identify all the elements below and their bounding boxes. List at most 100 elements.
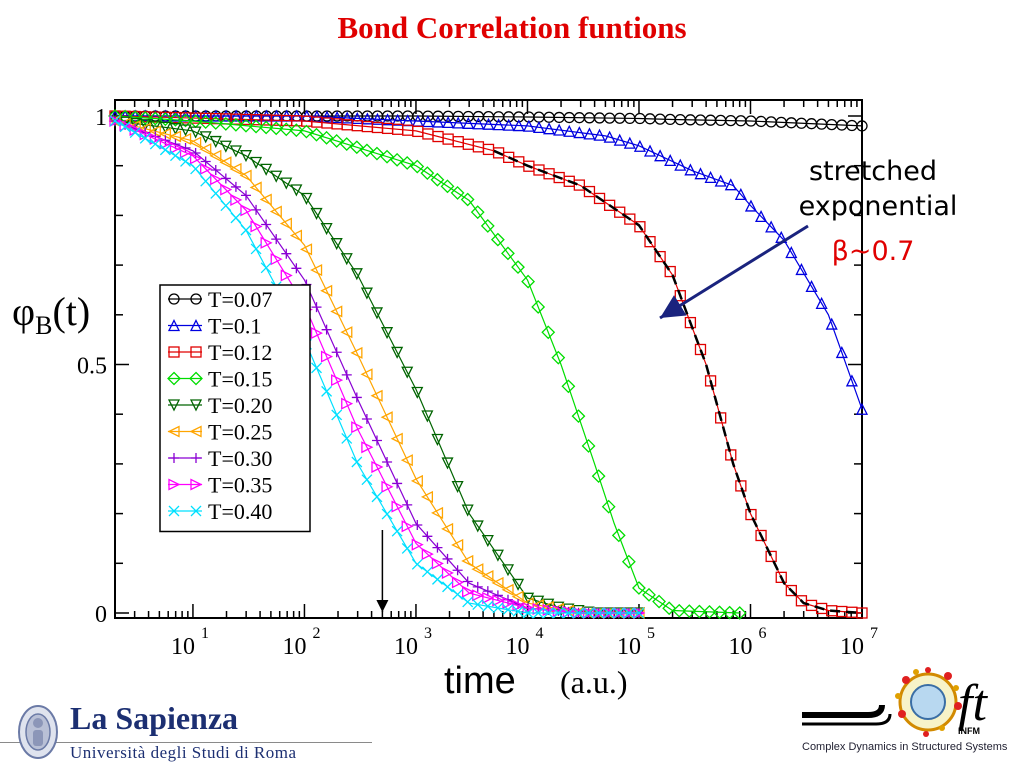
- data-point: [350, 346, 363, 359]
- data-point: [410, 474, 423, 487]
- data-point: [481, 535, 494, 548]
- data-point: [190, 505, 202, 517]
- data-point: [512, 605, 524, 617]
- data-point: [361, 441, 374, 454]
- data-point: [654, 250, 666, 263]
- legend-entry: T=0.07: [168, 287, 272, 312]
- legend-entry: T=0.12: [168, 340, 272, 365]
- x-tick-label: 10: [617, 634, 641, 660]
- data-point: [340, 253, 353, 266]
- fit-curve-layer: [493, 149, 863, 615]
- data-point: [472, 589, 485, 602]
- data-point: [230, 181, 241, 192]
- data-point: [350, 268, 363, 281]
- legend-entry: T=0.40: [168, 499, 272, 524]
- data-point: [169, 150, 181, 162]
- data-point: [682, 604, 697, 619]
- series-layer: [108, 109, 869, 620]
- data-point: [381, 480, 394, 493]
- x-tick-label-exponent: 7: [870, 625, 878, 642]
- data-point: [371, 112, 384, 125]
- data-point: [411, 558, 423, 570]
- data-point: [462, 585, 475, 598]
- data-point: [249, 181, 262, 194]
- data-point: [482, 117, 495, 130]
- data-point: [491, 549, 504, 562]
- x-tick-label-exponent: 6: [758, 625, 766, 642]
- series-line: [114, 120, 639, 614]
- data-point: [614, 206, 626, 218]
- data-point: [210, 187, 222, 199]
- legend-label: T=0.15: [208, 367, 272, 392]
- data-point: [168, 505, 180, 517]
- y-axis-label-sub: B: [35, 311, 53, 340]
- data-point: [724, 178, 737, 191]
- data-point: [209, 109, 222, 122]
- data-point: [672, 603, 687, 618]
- data-point: [341, 369, 352, 380]
- data-point: [603, 199, 616, 211]
- data-point: [138, 111, 153, 125]
- data-point: [230, 193, 243, 206]
- data-point: [149, 138, 161, 150]
- annotation-arrows: [376, 224, 809, 612]
- data-point: [167, 319, 181, 332]
- data-point: [732, 606, 747, 620]
- data-point: [431, 115, 445, 128]
- data-point: [239, 169, 252, 182]
- data-point: [581, 439, 596, 453]
- data-point: [392, 478, 403, 489]
- data-point: [583, 607, 595, 619]
- data-point: [148, 111, 163, 126]
- university-name: La Sapienza: [70, 700, 239, 736]
- data-point: [370, 389, 383, 402]
- data-point: [745, 508, 757, 521]
- data-point: [310, 263, 323, 277]
- data-point: [442, 115, 455, 129]
- data-point: [289, 229, 303, 242]
- data-point: [189, 152, 203, 165]
- data-point: [583, 127, 596, 140]
- data-point: [179, 146, 192, 159]
- data-point: [189, 371, 203, 386]
- data-point: [340, 326, 353, 339]
- data-point: [674, 158, 687, 171]
- data-point: [412, 520, 423, 531]
- data-point: [321, 324, 332, 335]
- data-point: [775, 571, 787, 583]
- data-point: [280, 177, 293, 190]
- data-point: [845, 374, 858, 387]
- data-point: [452, 588, 464, 600]
- data-point: [583, 185, 596, 198]
- data-point: [331, 111, 344, 124]
- data-point: [189, 126, 202, 139]
- plot-frame: 10 1 10 2 10 3 10 4 10 5 10 6 10 7 0 0.5 1: [77, 99, 878, 660]
- data-point: [855, 402, 869, 415]
- data-point: [401, 542, 413, 554]
- data-point: [512, 599, 525, 612]
- data-point: [210, 164, 221, 175]
- data-point: [149, 120, 162, 133]
- data-point: [149, 132, 162, 146]
- data-point: [451, 538, 464, 551]
- data-point: [712, 605, 727, 620]
- data-point: [664, 265, 676, 278]
- data-point: [411, 386, 424, 399]
- data-point: [167, 371, 181, 386]
- data-point: [180, 155, 191, 167]
- data-point: [684, 316, 697, 329]
- data-point: [593, 128, 606, 141]
- data-point: [613, 607, 625, 619]
- data-point: [351, 111, 364, 125]
- data-point: [371, 435, 382, 446]
- infm-label: INFM: [958, 726, 980, 736]
- data-point: [785, 246, 798, 259]
- data-point: [573, 607, 584, 619]
- data-point: [471, 563, 484, 576]
- data-point: [501, 564, 515, 577]
- data-point: [139, 128, 152, 141]
- x-tick-label-exponent: 3: [424, 625, 432, 642]
- data-point: [502, 118, 515, 131]
- data-point: [501, 246, 515, 261]
- data-point: [291, 263, 302, 274]
